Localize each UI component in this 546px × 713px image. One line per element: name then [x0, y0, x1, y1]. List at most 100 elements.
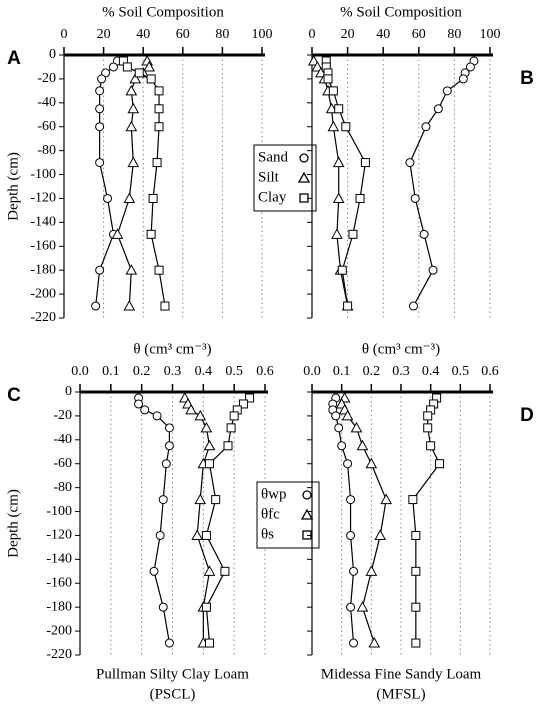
marker-square: [211, 495, 221, 505]
marker-square: [355, 193, 365, 203]
marker-triangle: [185, 403, 197, 415]
x-tick-label: 0.5: [452, 364, 470, 379]
marker-triangle: [194, 493, 207, 505]
y-tick-label: -80: [37, 143, 56, 158]
marker-square: [154, 86, 164, 96]
marker-triangle: [125, 84, 138, 96]
marker-square: [423, 423, 433, 433]
caption: (PSCL): [150, 686, 196, 702]
series-line: [409, 60, 475, 307]
y-tick-label: -220: [30, 310, 56, 325]
marker-circle: [140, 405, 150, 415]
legend-label: θfc: [261, 506, 280, 522]
x-tick-label: 80: [215, 27, 229, 42]
x-tick-label: 0.2: [363, 364, 381, 379]
marker-triangle: [123, 300, 136, 311]
x-tick-label: 100: [480, 27, 501, 42]
marker-square: [411, 566, 421, 576]
x-tick-label: 0: [309, 27, 316, 42]
marker-circle: [158, 495, 168, 505]
marker-square: [348, 229, 358, 239]
caption: Midessa Fine Sandy Loam: [321, 666, 482, 682]
marker-triangle: [307, 54, 320, 66]
panel-label: D: [520, 405, 534, 426]
marker-circle: [331, 411, 341, 421]
y-tick-label: -100: [46, 504, 72, 519]
marker-circle: [428, 265, 438, 275]
marker-square: [360, 158, 370, 168]
marker-circle: [95, 104, 105, 114]
marker-triangle: [368, 637, 381, 648]
marker-triangle: [200, 421, 213, 433]
marker-square: [337, 265, 347, 275]
legend-marker: [297, 171, 311, 183]
marker-circle: [95, 122, 105, 132]
y-tick-label: -60: [53, 456, 72, 471]
x-tick-label: 0: [61, 27, 68, 42]
marker-circle: [419, 229, 429, 239]
marker-square: [408, 495, 418, 505]
marker-triangle: [356, 439, 369, 451]
legend-marker: [300, 508, 314, 520]
marker-square: [154, 122, 164, 132]
marker-circle: [334, 423, 344, 433]
x-axis-title: % Soil Composition: [340, 4, 462, 20]
marker-square: [146, 74, 156, 84]
marker-triangle: [332, 192, 345, 203]
marker-square: [323, 74, 333, 84]
marker-triangle: [123, 192, 136, 203]
marker-circle: [442, 86, 452, 96]
x-tick-label: 20: [341, 27, 355, 42]
marker-circle: [95, 86, 105, 96]
marker-triangle: [125, 120, 138, 132]
legend-label: θs: [261, 526, 274, 542]
marker-square: [201, 602, 211, 612]
marker-circle: [458, 74, 468, 84]
x-tick-label: 0.3: [392, 364, 410, 379]
x-tick-label: 0.6: [256, 364, 274, 379]
marker-circle: [405, 158, 415, 168]
marker-square: [154, 265, 164, 275]
marker-square: [201, 530, 211, 540]
marker-triangle: [325, 102, 338, 114]
legend-label: θwp: [261, 486, 287, 502]
marker-circle: [155, 530, 165, 540]
y-tick-label: -60: [37, 119, 56, 134]
caption: (MFSL): [376, 686, 425, 702]
x-tick-label: 0.6: [481, 364, 499, 379]
x-axis-title: θ (cm³ cm⁻³): [133, 341, 211, 357]
marker-square: [411, 638, 421, 648]
legend-marker: [299, 193, 309, 203]
marker-square: [152, 158, 162, 168]
marker-circle: [408, 301, 418, 311]
marker-triangle: [143, 60, 155, 72]
x-axis-title: % Soil Composition: [102, 4, 224, 20]
x-tick-label: 0.0: [71, 364, 89, 379]
x-axis-title: θ (cm³ cm⁻³): [362, 341, 440, 357]
y-tick-label: -120: [30, 191, 56, 206]
y-tick-label: -40: [37, 95, 56, 110]
marker-triangle: [356, 601, 369, 612]
marker-square: [229, 411, 239, 421]
marker-triangle: [374, 529, 387, 540]
x-tick-label: 0.1: [102, 364, 120, 379]
marker-circle: [134, 399, 144, 409]
marker-square: [334, 104, 344, 114]
marker-circle: [343, 459, 353, 469]
legend-label: Sand: [258, 149, 289, 165]
marker-square: [411, 602, 421, 612]
y-tick-label: -80: [53, 480, 72, 495]
marker-circle: [164, 423, 174, 433]
marker-square: [343, 301, 353, 311]
marker-circle: [349, 638, 359, 648]
marker-square: [205, 638, 214, 648]
marker-square: [146, 229, 156, 239]
marker-triangle: [203, 565, 216, 576]
panel-label: A: [7, 48, 21, 69]
marker-square: [160, 301, 170, 311]
marker-square: [154, 104, 164, 114]
x-tick-label: 60: [412, 27, 426, 42]
marker-triangle: [111, 228, 124, 239]
marker-square: [341, 122, 351, 132]
y-tick-label: -160: [46, 575, 72, 590]
